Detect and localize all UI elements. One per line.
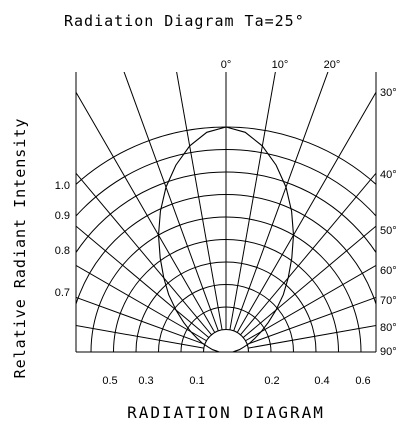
x-axis-label: RADIATION DIAGRAM bbox=[127, 403, 325, 422]
bottom-label: 0.2 bbox=[264, 375, 279, 387]
grid-spoke bbox=[248, 325, 376, 349]
grid-spoke bbox=[123, 72, 219, 332]
grid-spoke bbox=[76, 264, 207, 342]
radial-label: 0.8 bbox=[55, 245, 70, 257]
bottom-label: 0.6 bbox=[355, 375, 370, 387]
grid-spoke bbox=[236, 91, 376, 333]
grid-spoke bbox=[242, 225, 376, 338]
grid-spoke bbox=[76, 172, 212, 336]
grid-spoke bbox=[246, 296, 376, 345]
angle-label: 80° bbox=[380, 322, 397, 334]
bottom-label: 0.3 bbox=[138, 375, 153, 387]
radial-label: 0.9 bbox=[55, 210, 70, 222]
grid-spoke bbox=[240, 172, 376, 336]
angle-label: 70° bbox=[380, 295, 397, 307]
grid-circle bbox=[76, 149, 376, 217]
y-axis-label: Relative Radiant Intensity bbox=[11, 118, 29, 379]
angle-label: 30° bbox=[380, 87, 397, 99]
bottom-label: 0.5 bbox=[102, 375, 117, 387]
intensity-curve bbox=[157, 126, 295, 353]
angle-label: 0° bbox=[221, 59, 232, 71]
grid-circle bbox=[76, 126, 376, 186]
grid-spoke bbox=[76, 91, 216, 333]
chart-title: Radiation Diagram Ta=25° bbox=[64, 12, 305, 30]
grid-spoke bbox=[76, 225, 210, 338]
bottom-label: 0.1 bbox=[189, 375, 204, 387]
grid-spoke bbox=[245, 264, 376, 342]
polar-grid bbox=[76, 72, 376, 352]
tick-labels: 0° 10° 20° 30° 40° 50° 60° 70° 80° 90° 1.0 0.9 0.8 0.… bbox=[55, 59, 397, 387]
grid-spoke bbox=[76, 325, 204, 349]
grid-spoke bbox=[76, 296, 206, 345]
grid-spoke bbox=[229, 72, 276, 330]
angle-label: 20° bbox=[324, 59, 341, 71]
angle-label: 10° bbox=[272, 59, 289, 71]
angle-label: 50° bbox=[380, 225, 397, 237]
grid-spoke bbox=[176, 72, 223, 330]
angle-label: 40° bbox=[380, 169, 397, 181]
radial-label: 0.7 bbox=[55, 287, 70, 299]
radial-label: 1.0 bbox=[55, 180, 70, 192]
angle-label: 90° bbox=[380, 346, 397, 358]
grid-spoke bbox=[233, 72, 329, 332]
intensity-curve-group bbox=[157, 126, 295, 353]
bottom-label: 0.4 bbox=[314, 375, 329, 387]
angle-label: 60° bbox=[380, 265, 397, 277]
